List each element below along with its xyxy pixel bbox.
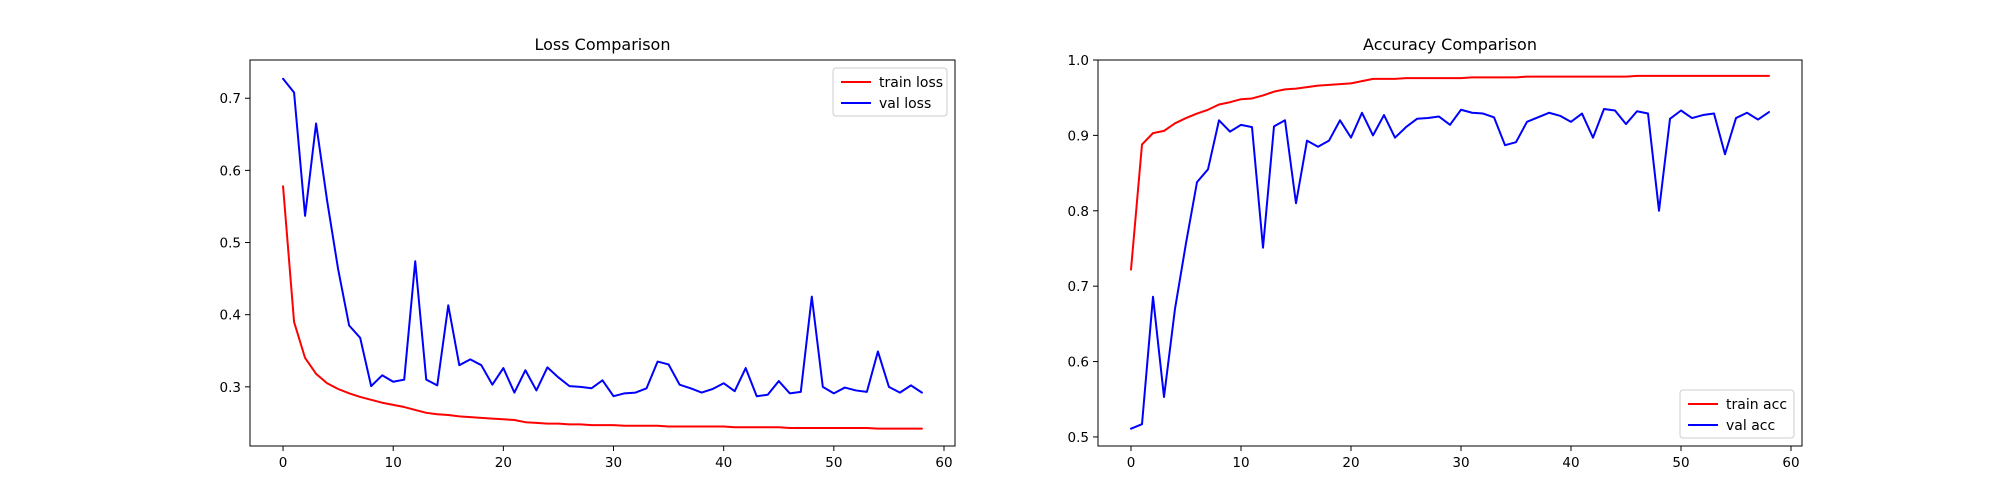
loss-x-tick-label: 10 xyxy=(385,455,402,471)
accuracy-series-train-acc xyxy=(1130,74,1770,271)
loss-y-tick-label: 0.7 xyxy=(220,91,241,107)
accuracy-y-tick-label: 1.0 xyxy=(1068,53,1089,69)
loss-x-tick-label: 50 xyxy=(825,455,842,471)
loss-x-tick-label: 40 xyxy=(715,455,732,471)
accuracy-legend-label: train acc xyxy=(1726,397,1787,413)
accuracy-x-tick-label: 0 xyxy=(1127,455,1136,471)
accuracy-chart: Accuracy Comparison 0 10 20 30 40 50 60 0.5 0.6 0… xyxy=(1068,35,1803,471)
loss-y-tick-label: 0.3 xyxy=(220,380,241,396)
accuracy-y-tick-label: 0.9 xyxy=(1068,128,1089,144)
loss-y-tick-label: 0.5 xyxy=(220,236,241,252)
accuracy-y-tick-label: 0.6 xyxy=(1068,355,1089,371)
accuracy-y-tick-label: 0.5 xyxy=(1068,430,1089,446)
accuracy-legend-label: val acc xyxy=(1726,418,1775,434)
loss-chart-title: Loss Comparison xyxy=(535,35,671,54)
loss-y-tick-label: 0.6 xyxy=(220,163,241,179)
accuracy-x-tick-label: 60 xyxy=(1782,455,1799,471)
accuracy-axes-frame xyxy=(1097,59,1803,447)
accuracy-x-tick-label: 50 xyxy=(1672,455,1689,471)
accuracy-x-tick-label: 20 xyxy=(1342,455,1359,471)
loss-y-tick-label: 0.4 xyxy=(220,308,241,324)
loss-legend: train loss val loss xyxy=(832,67,948,117)
accuracy-chart-title: Accuracy Comparison xyxy=(1363,35,1537,54)
loss-x-tick-label: 20 xyxy=(495,455,512,471)
accuracy-series-val-acc xyxy=(1130,108,1770,430)
loss-chart: Loss Comparison 0 10 20 30 40 50 60 0.3 0.4 0.5 0.… xyxy=(220,35,956,471)
accuracy-x-tick-label: 40 xyxy=(1562,455,1579,471)
loss-x-tick-label: 0 xyxy=(279,455,288,471)
accuracy-x-tick-label: 30 xyxy=(1452,455,1469,471)
loss-x-tick-label: 60 xyxy=(935,455,952,471)
accuracy-y-tick-label: 0.7 xyxy=(1068,279,1089,295)
accuracy-y-tick-label: 0.8 xyxy=(1068,204,1089,220)
accuracy-legend: train acc val acc xyxy=(1679,389,1795,439)
loss-series-val-loss xyxy=(282,77,923,398)
loss-axes-frame xyxy=(249,59,956,447)
loss-legend-label: train loss xyxy=(879,75,943,91)
loss-legend-label: val loss xyxy=(879,96,931,112)
loss-x-tick-label: 30 xyxy=(605,455,622,471)
loss-series-train-loss xyxy=(282,185,923,430)
accuracy-x-tick-label: 10 xyxy=(1232,455,1249,471)
